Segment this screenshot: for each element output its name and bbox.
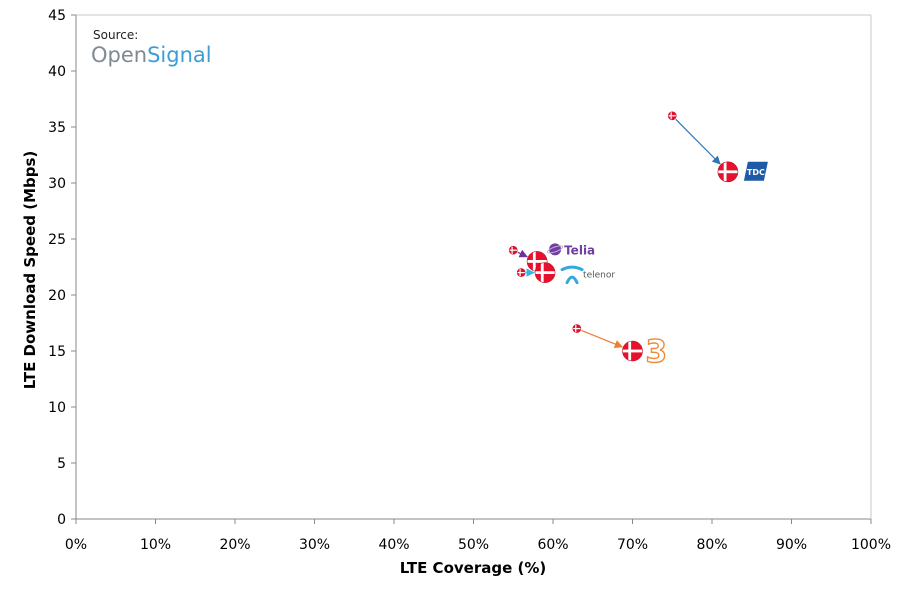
- operator-logo: telenor: [560, 265, 615, 285]
- operator-logo: Telia: [547, 243, 595, 257]
- y-tick-label: 0: [57, 512, 66, 528]
- previous-point: [516, 268, 526, 277]
- x-tick-label: 40%: [378, 537, 409, 553]
- operator-telenor: telenor: [516, 262, 615, 285]
- previous-point: [508, 245, 518, 255]
- x-tick-label: 60%: [537, 537, 568, 553]
- operator-logo: TDC: [743, 161, 768, 181]
- operator-logo: 3: [645, 333, 668, 370]
- source-label: Source:: [93, 28, 138, 42]
- x-axis-title: LTE Coverage (%): [400, 559, 546, 577]
- source-logo: Source: OpenSignal: [91, 28, 212, 67]
- y-tick-label: 35: [48, 120, 66, 136]
- x-tick-label: 0%: [65, 537, 87, 553]
- current-point: [534, 262, 556, 283]
- svg-text:3: 3: [646, 334, 668, 370]
- previous-point: [572, 324, 582, 333]
- y-tick-label: 20: [48, 288, 66, 304]
- current-point: [717, 161, 739, 183]
- x-tick-label: 80%: [696, 537, 727, 553]
- x-tick-label: 70%: [617, 537, 648, 553]
- trend-arrow: [675, 118, 721, 165]
- current-point: [622, 340, 643, 362]
- y-tick-label: 5: [57, 456, 66, 472]
- operator-3: 3: [572, 324, 668, 371]
- y-tick-label: 10: [48, 400, 66, 416]
- x-tick-label: 20%: [219, 537, 250, 553]
- operator-marks: TDC Telia telenor 3: [508, 111, 768, 371]
- y-tick-label: 45: [48, 8, 66, 24]
- trend-arrow: [517, 249, 528, 258]
- x-axis-ticks: 0% 10% 20% 30% 40% 50% 60% 70% 80% 90% 100%: [65, 519, 891, 553]
- x-tick-label: 50%: [458, 537, 489, 553]
- y-tick-label: 40: [48, 64, 66, 80]
- y-tick-label: 15: [48, 344, 66, 360]
- previous-point: [667, 111, 677, 121]
- y-tick-label: 25: [48, 232, 66, 248]
- y-axis-ticks: 0 5 10 15 20 25 30 35 40 45: [48, 8, 76, 528]
- x-tick-label: 100%: [851, 537, 891, 553]
- svg-text:Telia: Telia: [564, 243, 595, 257]
- x-tick-label: 90%: [776, 537, 807, 553]
- opensignal-wordmark: OpenSignal: [91, 43, 212, 67]
- trend-arrow: [581, 329, 624, 348]
- svg-text:TDC: TDC: [747, 168, 765, 177]
- y-tick-label: 30: [48, 176, 66, 192]
- svg-text:telenor: telenor: [583, 271, 615, 281]
- y-axis-title: LTE Download Speed (Mbps): [21, 151, 39, 389]
- operator-tdc: TDC: [667, 111, 768, 183]
- x-tick-label: 30%: [299, 537, 330, 553]
- x-tick-label: 10%: [140, 537, 171, 553]
